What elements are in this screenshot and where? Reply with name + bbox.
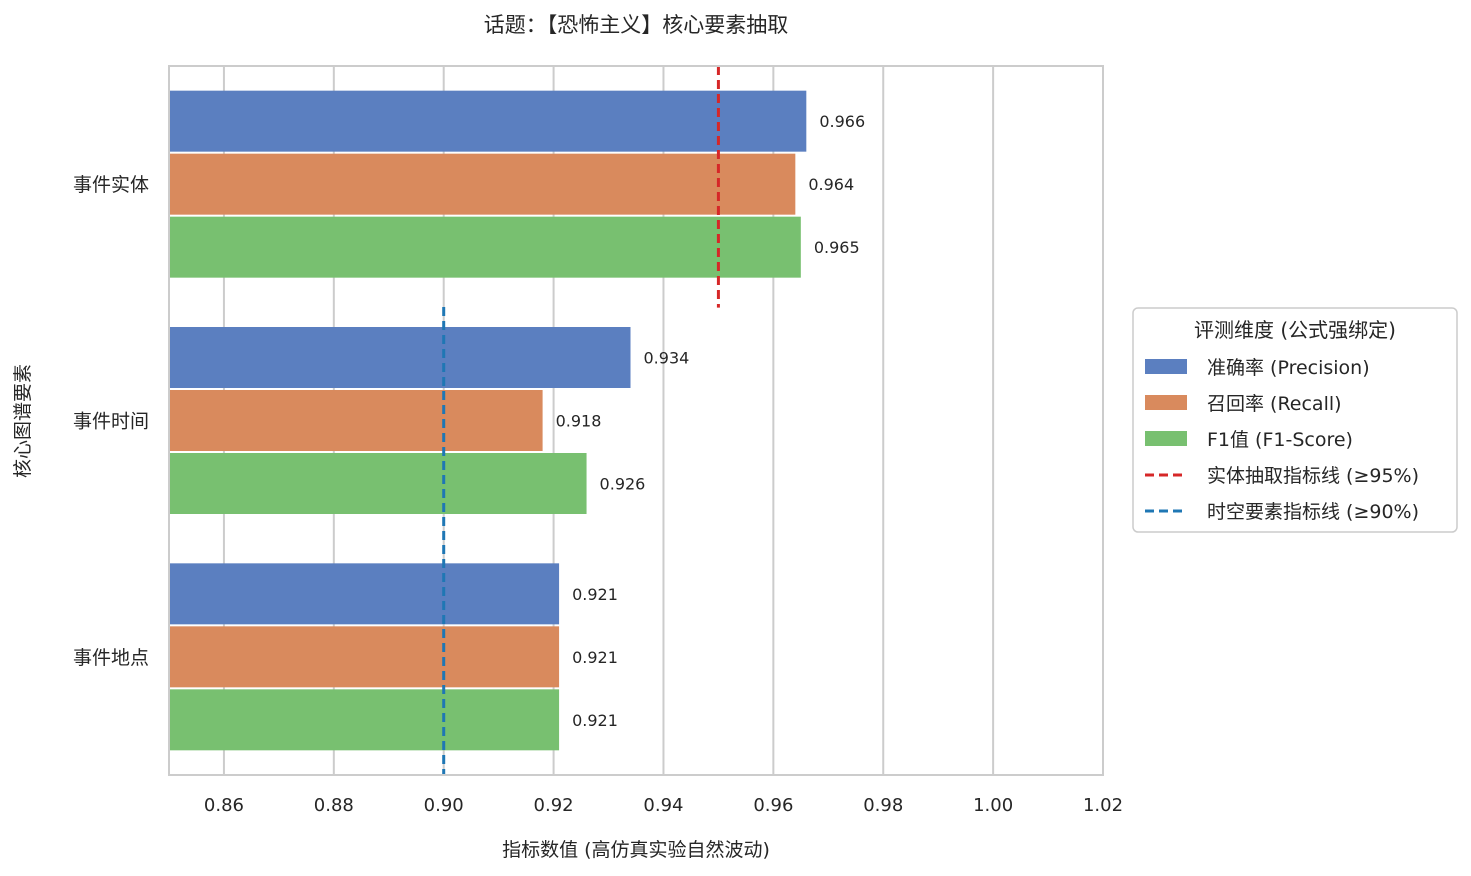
value-label: 0.926 xyxy=(600,475,646,494)
legend-title: 评测维度 (公式强绑定) xyxy=(1194,318,1396,342)
x-tick-label: 0.96 xyxy=(753,795,793,816)
reference-lines xyxy=(442,66,720,775)
x-tick-label: 0.98 xyxy=(863,795,903,816)
category-label: 事件地点 xyxy=(73,647,149,669)
legend-swatch xyxy=(1145,395,1187,410)
legend-box xyxy=(1132,307,1458,533)
bar xyxy=(169,689,560,751)
legend-items: 准确率 (Precision) 召回率 (Recall) F1值 (F1-Score… xyxy=(1145,357,1419,523)
legend-item-label: 实体抽取指标线 (≥95%) xyxy=(1207,465,1419,487)
x-tick-label: 0.90 xyxy=(424,795,464,816)
bar xyxy=(169,153,796,215)
value-labels: 0.966 0.964 0.965 0.934 0.918 0.926 0.921 0.921… xyxy=(556,112,866,730)
y-axis-label: 核心图谱要素 xyxy=(12,364,34,478)
bar xyxy=(169,563,560,625)
category-label: 事件实体 xyxy=(73,174,149,196)
value-label: 0.921 xyxy=(572,648,618,667)
x-tick-label: 1.02 xyxy=(1083,795,1123,816)
value-label: 0.966 xyxy=(819,112,865,131)
bars-group xyxy=(169,90,807,751)
x-tick-label: 0.86 xyxy=(204,795,244,816)
x-tick-labels: 0.86 0.88 0.90 0.92 0.94 0.96 0.98 1.00 1.02 xyxy=(204,795,1123,816)
x-axis-label: 指标数值 (高仿真实验自然波动) xyxy=(502,839,770,861)
legend: 评测维度 (公式强绑定) 准确率 (Precision) 召回率 (Recall)… xyxy=(1132,307,1458,533)
bar xyxy=(169,453,587,514)
value-label: 0.965 xyxy=(814,238,860,257)
legend-swatch xyxy=(1145,431,1187,446)
category-label: 事件时间 xyxy=(73,411,149,433)
bar xyxy=(169,390,543,451)
chart-title: 话题：【恐怖主义】核心要素抽取 xyxy=(484,13,789,37)
legend-item-label: 召回率 (Recall) xyxy=(1207,393,1342,415)
bar xyxy=(169,90,807,152)
x-tick-label: 0.94 xyxy=(643,795,683,816)
value-label: 0.934 xyxy=(644,349,690,368)
legend-swatch xyxy=(1145,359,1187,374)
x-tick-label: 0.88 xyxy=(314,795,354,816)
bar xyxy=(169,327,631,388)
x-tick-label: 0.92 xyxy=(534,795,574,816)
legend-item-label: 时空要素指标线 (≥90%) xyxy=(1207,501,1419,523)
plot-frame xyxy=(168,65,1104,776)
bar xyxy=(169,626,560,688)
bar xyxy=(169,216,801,278)
x-tick-label: 1.00 xyxy=(973,795,1013,816)
legend-item-label: F1值 (F1-Score) xyxy=(1207,429,1353,451)
value-label: 0.964 xyxy=(808,175,854,194)
legend-item-label: 准确率 (Precision) xyxy=(1207,357,1370,379)
value-label: 0.921 xyxy=(572,585,618,604)
value-label: 0.918 xyxy=(556,412,602,431)
value-label: 0.921 xyxy=(572,711,618,730)
